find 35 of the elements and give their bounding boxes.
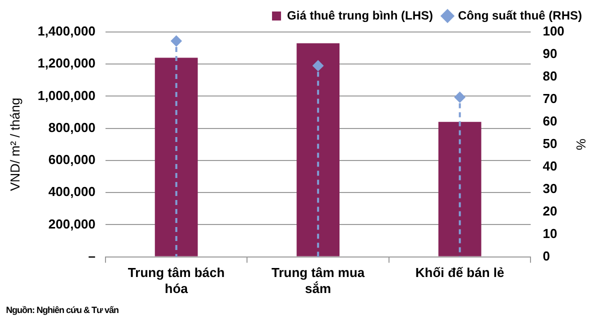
- y2-tick-label: 60: [542, 114, 558, 128]
- y2-tick-label: 0: [542, 248, 550, 264]
- category-label: hóa: [164, 280, 188, 296]
- y-tick-label: 1,400,000: [38, 24, 96, 39]
- y-axis-title: VND/ m² / tháng: [7, 98, 22, 191]
- bar: [296, 43, 340, 256]
- bar: [154, 58, 198, 256]
- y2-tick-label: 90: [542, 46, 558, 62]
- y-tick-label: –: [88, 248, 96, 264]
- y2-tick-label: 30: [542, 180, 558, 196]
- legend-label: Công suất thuê (RHS): [458, 8, 582, 22]
- y2-tick-label: 70: [542, 91, 558, 106]
- y2-tick-label: 50: [542, 136, 558, 151]
- category-label: Trung tâm mua: [271, 265, 365, 280]
- text: Nguồn: Nghiên cứu & Tư vấn: [6, 305, 119, 315]
- point: [454, 92, 466, 103]
- bar: [438, 122, 482, 256]
- y2-axis-title: %: [574, 138, 589, 151]
- y2-tick-label: 80: [542, 68, 558, 84]
- y2-tick-label: 20: [542, 203, 558, 218]
- y-tick-label: 800,000: [48, 120, 96, 135]
- y-tick-label: 1,200,000: [38, 56, 96, 71]
- x-tick-label: Khối đế bán lẻ: [415, 265, 504, 280]
- y2-tick-label: 100: [542, 24, 564, 39]
- category-label: sắm: [305, 280, 332, 296]
- y-tick-label: 400,000: [48, 184, 96, 200]
- point: [170, 35, 182, 46]
- legend-label: Giá thuê trung bình (LHS): [287, 8, 434, 22]
- point: [312, 60, 324, 72]
- y-tick-label: 200,000: [48, 216, 96, 232]
- y2-tick-label: 40: [542, 158, 558, 174]
- y-tick-label: 600,000: [48, 152, 96, 168]
- y-tick-label: 1,000,000: [38, 88, 96, 103]
- y2-tick-label: 10: [542, 226, 558, 241]
- category-label: Trung tâm bách: [128, 265, 225, 280]
